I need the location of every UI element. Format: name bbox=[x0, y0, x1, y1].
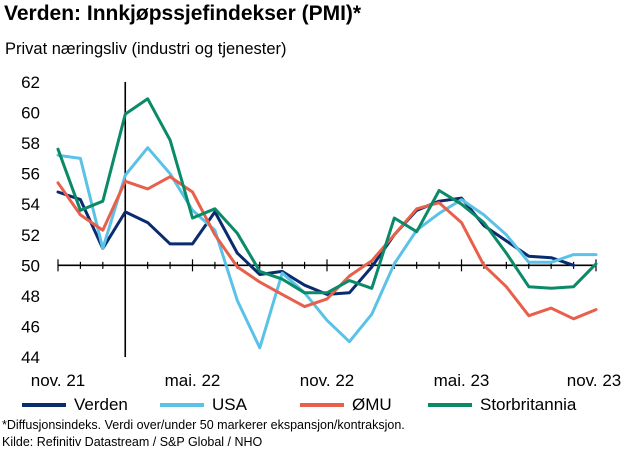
y-tick-label: 60 bbox=[21, 104, 40, 123]
legend-item: Verden bbox=[22, 393, 128, 417]
axes bbox=[57, 82, 597, 357]
legend-swatch bbox=[428, 403, 472, 407]
y-tick-label: 62 bbox=[21, 73, 40, 92]
y-tick-label: 54 bbox=[21, 195, 40, 214]
series-line-usa bbox=[56, 146, 598, 350]
series-line-storbritannia bbox=[56, 97, 598, 295]
y-tick-label: 52 bbox=[21, 226, 40, 245]
chart-title: Verden: Innkjøpssjefindekser (PMI)* bbox=[4, 2, 362, 25]
x-tick-label: mai. 22 bbox=[165, 371, 221, 390]
footnote-definition: *Diffusjonsindeks. Verdi over/under 50 m… bbox=[2, 418, 405, 432]
legend-item: ØMU bbox=[300, 393, 392, 417]
legend-label: USA bbox=[212, 395, 247, 414]
y-tick-label: 48 bbox=[21, 287, 40, 306]
y-tick-label: 46 bbox=[21, 317, 40, 336]
y-tick-label: 50 bbox=[21, 256, 40, 275]
series-lines bbox=[56, 97, 598, 350]
y-tick-label: 58 bbox=[21, 134, 40, 153]
legend-swatch bbox=[160, 403, 204, 407]
series-line--mu bbox=[56, 175, 598, 321]
legend-label: Storbritannia bbox=[480, 395, 577, 414]
x-tick-label: nov. 22 bbox=[300, 371, 355, 390]
x-tick-label: nov. 21 bbox=[31, 371, 86, 390]
legend-swatch bbox=[22, 403, 66, 407]
legend-label: Verden bbox=[74, 395, 128, 414]
footnote: *Diffusjonsindeks. Verdi over/under 50 m… bbox=[2, 417, 405, 451]
legend-item: Storbritannia bbox=[428, 393, 576, 417]
legend-label: ØMU bbox=[352, 395, 392, 414]
x-tick-label: nov. 23 bbox=[567, 371, 622, 390]
legend-item: USA bbox=[160, 393, 247, 417]
chart-subtitle: Privat næringsliv (industri og tjenester… bbox=[5, 40, 287, 58]
x-axis-tick-labels: nov. 21 mai. 22 nov. 22 mai. 23 nov. 23 bbox=[31, 371, 622, 390]
x-tick-label: mai. 23 bbox=[434, 371, 490, 390]
y-tick-label: 44 bbox=[21, 348, 40, 367]
legend-swatch bbox=[300, 403, 344, 407]
chart-legend: Verden USA ØMU Storbritannia bbox=[22, 393, 622, 417]
footnote-source: Kilde: Refinitiv Datastream / S&P Global… bbox=[2, 435, 263, 449]
y-tick-label: 56 bbox=[21, 165, 40, 184]
y-axis-tick-labels: 44 46 48 50 52 54 56 58 60 62 bbox=[21, 73, 40, 367]
